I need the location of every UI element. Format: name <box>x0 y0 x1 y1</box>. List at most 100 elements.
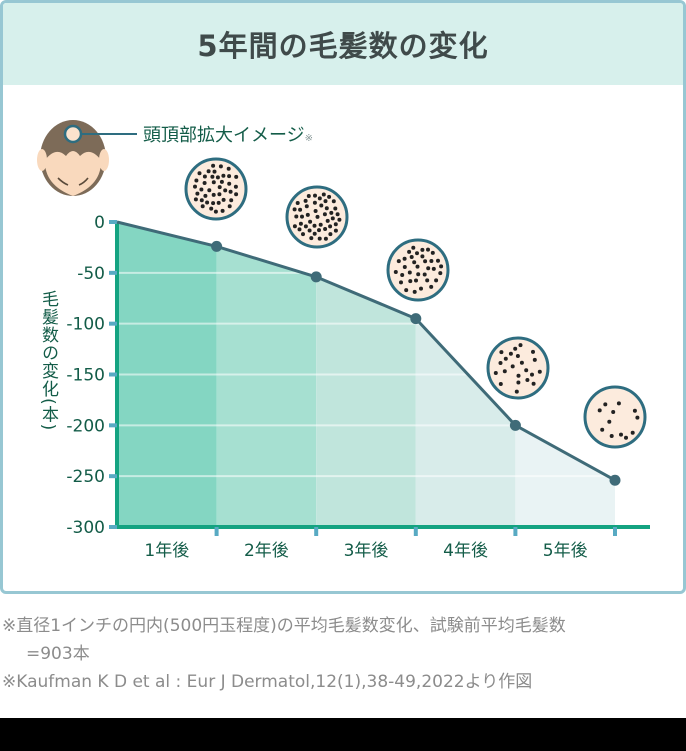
hair-dot <box>430 250 435 255</box>
hair-dot <box>217 192 222 197</box>
hair-dot <box>537 369 542 374</box>
hair-dot <box>205 200 210 205</box>
hair-dot <box>607 419 612 424</box>
hair-dot <box>611 410 616 414</box>
hair-dot <box>227 204 232 209</box>
hair-dot <box>321 192 326 197</box>
hair-dot <box>510 364 515 369</box>
hair-dot <box>396 259 401 264</box>
hair-dot <box>516 380 521 385</box>
hair-dot <box>514 389 519 394</box>
hair-dot <box>503 356 508 361</box>
scalp-circle <box>386 238 450 302</box>
hair-dot <box>333 222 338 227</box>
x-category-label: 1年後 <box>144 541 189 561</box>
chart-area: 0 -50 -100 -150 -200 -250 -300 1年後 2年後 3年後 4年後 5年後 <box>37 120 650 561</box>
hair-dot <box>408 279 413 284</box>
hair-dot <box>498 361 503 365</box>
y-axis-title: 毛髪数の変化(本) <box>38 290 58 432</box>
hair-dot <box>292 224 297 229</box>
legend-text: 頭頂部拡大イメージ <box>143 125 305 146</box>
crown-marker <box>63 124 83 144</box>
y-tick-label: -200 <box>66 416 105 436</box>
hair-dot <box>603 402 608 407</box>
hair-dot <box>498 382 503 386</box>
area-mask <box>117 200 615 481</box>
hair-dot <box>416 272 421 277</box>
data-point <box>310 271 322 283</box>
x-category-label: 2年後 <box>244 541 289 561</box>
x-category-label: 3年後 <box>344 541 389 561</box>
hair-dot <box>431 266 436 271</box>
hair-dot <box>207 188 212 193</box>
page: 5年間の毛髪数の変化 0 -50 -100 -150 -200 -250 -300 1年後 2年… <box>0 0 686 718</box>
hair-dot <box>411 245 416 250</box>
scalp-magnify-icon-4 <box>486 336 550 400</box>
footnote-2: ※Kaufman K D et al : Eur J Dermatol,12(1… <box>2 672 533 692</box>
hair-dot <box>323 199 328 204</box>
area-band-2 <box>216 246 317 527</box>
hair-dot <box>193 184 197 189</box>
hair-dot <box>414 278 418 283</box>
hair-dot <box>221 173 226 178</box>
hair-dot <box>412 289 417 294</box>
hair-dot <box>429 259 434 263</box>
hair-dot <box>419 286 423 291</box>
scalp-magnify-icon-5 <box>583 385 647 449</box>
hair-dot <box>531 349 535 354</box>
hair-dot <box>438 271 443 276</box>
hair-dot <box>319 203 324 208</box>
x-category-label: 4年後 <box>443 541 488 561</box>
x-category-label: 5年後 <box>543 541 588 561</box>
hair-dot <box>212 169 217 174</box>
hair-dot <box>301 232 305 237</box>
hair-dot <box>619 432 623 437</box>
hair-dot <box>519 360 524 365</box>
hair-dot <box>197 171 202 176</box>
hair-dot <box>300 214 304 219</box>
legend-note-mark: ※ <box>304 133 314 144</box>
legend-label: 頭頂部拡大イメージ※ <box>143 121 313 147</box>
hair-dot <box>312 200 317 205</box>
head-crown-magnify-icon <box>37 120 137 196</box>
hair-dot <box>429 284 434 289</box>
bottom-bar <box>0 718 686 751</box>
hair-dot <box>426 247 430 252</box>
hair-dot <box>220 208 225 213</box>
hair-dot <box>423 259 428 264</box>
hair-dot <box>312 231 317 236</box>
hair-dot <box>323 236 328 241</box>
y-tick-label: -250 <box>66 467 105 487</box>
hair-dot <box>600 427 605 432</box>
hair-dot <box>434 278 439 283</box>
hair-dot <box>211 192 216 197</box>
data-point <box>509 419 521 431</box>
hair-dot <box>193 197 198 202</box>
hair-dot <box>400 273 405 277</box>
y-tick-label: -100 <box>66 315 105 335</box>
hair-dot <box>227 174 232 179</box>
hair-dot <box>307 228 312 233</box>
hair-dot <box>297 227 302 232</box>
hair-dot <box>324 206 329 211</box>
hair-dot <box>330 216 335 221</box>
hair-dot <box>322 212 327 217</box>
hair-dot <box>211 180 216 185</box>
hair-dot <box>306 194 311 198</box>
hair-dot <box>215 175 220 180</box>
hair-dot <box>323 227 328 231</box>
hair-dot <box>531 381 536 386</box>
hair-dot <box>303 198 308 203</box>
data-point <box>410 313 422 325</box>
scalp-circle <box>486 336 550 400</box>
hair-dot <box>315 214 320 219</box>
hair-dot <box>195 191 200 196</box>
hair-dot <box>223 188 228 193</box>
hair-dot <box>532 357 537 362</box>
hair-dot <box>493 371 498 375</box>
hair-dot <box>439 264 444 269</box>
scalp-magnify-icon-1 <box>184 157 248 221</box>
hair-dot <box>295 201 300 205</box>
hair-dot <box>203 193 208 198</box>
hair-dot <box>308 219 313 224</box>
